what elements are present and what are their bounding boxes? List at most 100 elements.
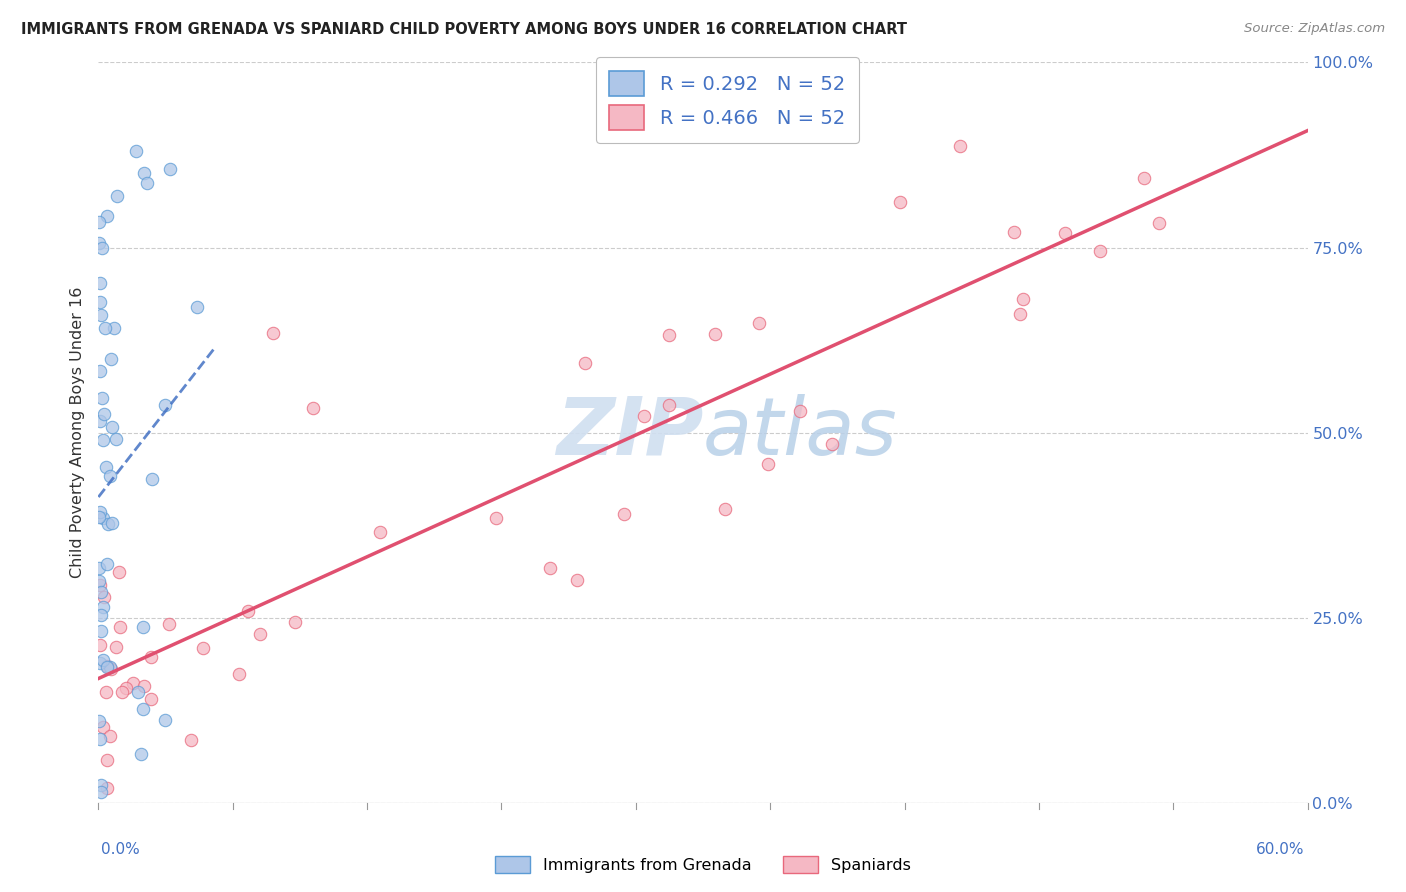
Point — [90, 624, 112, 639]
Point — [714, 502, 737, 516]
Point — [90, 607, 112, 622]
Point — [96, 209, 118, 223]
Point — [100, 729, 122, 743]
Point — [756, 457, 779, 471]
Point — [89, 510, 111, 524]
Legend: Immigrants from Grenada, Spaniards: Immigrants from Grenada, Spaniards — [488, 849, 918, 880]
Point — [105, 640, 128, 654]
Point — [89, 639, 111, 653]
Point — [1133, 170, 1156, 185]
Y-axis label: Child Poverty Among Boys Under 16: Child Poverty Among Boys Under 16 — [69, 287, 84, 578]
Point — [93, 407, 115, 421]
Point — [1054, 226, 1077, 240]
Point — [89, 276, 111, 290]
Point — [122, 676, 145, 690]
Point — [89, 574, 111, 588]
Point — [103, 321, 125, 335]
Point — [91, 653, 114, 667]
Point — [1002, 225, 1025, 239]
Point — [91, 433, 114, 447]
Point — [108, 565, 131, 579]
Text: Source: ZipAtlas.com: Source: ZipAtlas.com — [1244, 22, 1385, 36]
Point — [89, 235, 111, 250]
Point — [139, 691, 162, 706]
Point — [89, 505, 111, 519]
Point — [370, 524, 392, 539]
Legend: R = 0.292   N = 52, R = 0.466   N = 52: R = 0.292 N = 52, R = 0.466 N = 52 — [596, 57, 859, 144]
Text: atlas: atlas — [703, 393, 898, 472]
Point — [574, 355, 596, 369]
Point — [89, 215, 111, 229]
Point — [89, 732, 111, 747]
Point — [89, 364, 111, 378]
Point — [155, 398, 177, 412]
Point — [125, 144, 148, 158]
Point — [485, 511, 508, 525]
Text: 60.0%: 60.0% — [1257, 842, 1305, 856]
Point — [262, 326, 284, 340]
Point — [90, 778, 112, 792]
Point — [238, 605, 260, 619]
Point — [132, 701, 155, 715]
Point — [108, 620, 131, 634]
Point — [89, 578, 111, 592]
Point — [141, 472, 163, 486]
Point — [98, 469, 121, 483]
Point — [93, 590, 115, 604]
Point — [97, 517, 120, 532]
Point — [90, 585, 112, 599]
Point — [613, 507, 636, 521]
Point — [98, 660, 121, 674]
Point — [96, 558, 118, 572]
Point — [96, 685, 118, 699]
Point — [889, 195, 911, 210]
Point — [186, 300, 208, 314]
Point — [159, 617, 181, 632]
Point — [96, 660, 118, 674]
Point — [131, 620, 153, 634]
Point — [228, 666, 250, 681]
Point — [159, 162, 181, 177]
Point — [111, 685, 134, 699]
Point — [91, 720, 114, 734]
Point — [89, 656, 111, 670]
Point — [90, 308, 112, 322]
Point — [658, 328, 681, 343]
Point — [91, 511, 114, 525]
Point — [100, 351, 122, 366]
Point — [101, 420, 124, 434]
Point — [91, 599, 114, 614]
Point — [703, 327, 725, 342]
Point — [284, 615, 307, 630]
Text: IMMIGRANTS FROM GRENADA VS SPANIARD CHILD POVERTY AMONG BOYS UNDER 16 CORRELATIO: IMMIGRANTS FROM GRENADA VS SPANIARD CHIL… — [21, 22, 907, 37]
Point — [90, 785, 112, 799]
Point — [301, 401, 323, 415]
Point — [89, 561, 111, 575]
Point — [115, 681, 138, 695]
Point — [89, 414, 111, 428]
Text: 0.0%: 0.0% — [101, 842, 141, 856]
Point — [104, 432, 127, 446]
Text: ZIP: ZIP — [555, 393, 703, 472]
Point — [91, 391, 114, 405]
Point — [567, 573, 589, 587]
Point — [96, 754, 118, 768]
Point — [658, 398, 681, 412]
Point — [105, 188, 128, 202]
Point — [1012, 292, 1035, 306]
Point — [153, 713, 176, 727]
Point — [135, 177, 157, 191]
Point — [131, 747, 153, 762]
Point — [127, 685, 149, 699]
Point — [132, 680, 155, 694]
Point — [249, 626, 271, 640]
Point — [633, 409, 655, 423]
Point — [89, 295, 111, 310]
Point — [94, 320, 117, 334]
Point — [191, 640, 214, 655]
Point — [821, 437, 844, 451]
Point — [180, 732, 202, 747]
Point — [134, 166, 156, 180]
Point — [89, 714, 111, 729]
Point — [96, 780, 118, 795]
